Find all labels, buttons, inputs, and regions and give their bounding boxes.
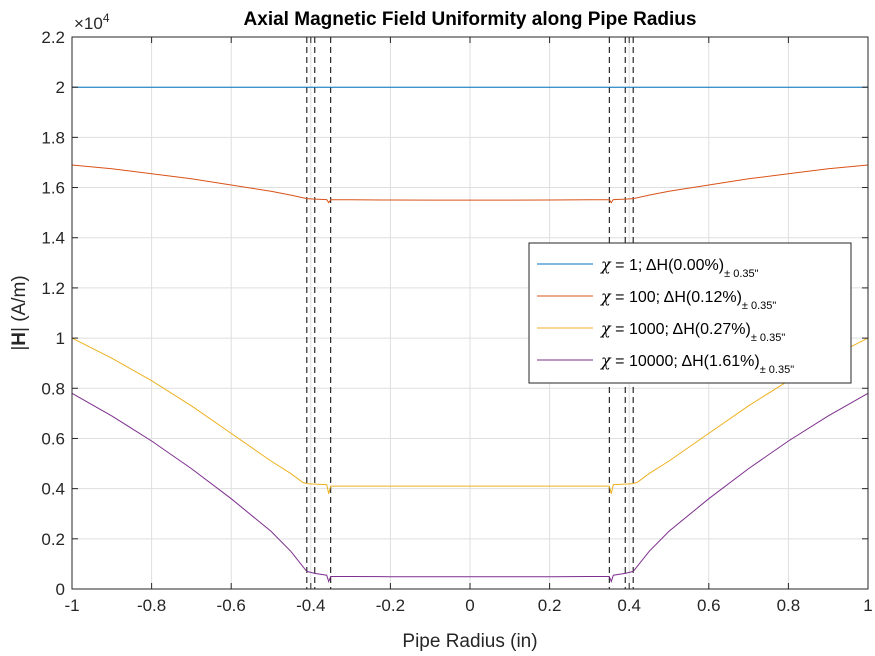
x-tick-label: 0.4 [617, 596, 641, 615]
y-tick-label: 0.4 [41, 480, 65, 499]
x-tick-label: 0.2 [538, 596, 562, 615]
chart-title: Axial Magnetic Field Uniformity along Pi… [244, 9, 697, 30]
x-tick-label: 0.8 [777, 596, 801, 615]
y-tick-label: 0.2 [41, 530, 65, 549]
x-tick-label: 0 [465, 596, 474, 615]
series-line [71, 392, 869, 583]
series-line [71, 337, 869, 494]
legend: χ = 1; ΔH(0.00%)± 0.35" χ = 100; ΔH(0.12%… [528, 242, 852, 384]
y-tick-label: 2 [56, 78, 65, 97]
x-axis-label: Pipe Radius (in) [402, 631, 537, 652]
y-tick-label: 0.6 [41, 429, 65, 448]
y-tick-labels: 0 0.2 0.4 0.6 0.8 1 1.2 1.4 1.6 1.8 2 2.2 [41, 28, 65, 599]
x-tick-label: -1 [64, 596, 79, 615]
y-tick-label: 1 [56, 329, 65, 348]
y-tick-label: 2.2 [41, 28, 65, 47]
y-tick-label: 1.2 [41, 279, 65, 298]
y-tick-label: 1.4 [41, 229, 65, 248]
x-tick-labels: -1 -0.8 -0.6 -0.4 -0.2 0 0.2 0.4 0.6 0.8 1 [64, 596, 872, 615]
y-tick-label: 1.8 [41, 128, 65, 147]
legend-entry: χ = 1000; ΔH(0.27%)± 0.35" [600, 319, 785, 344]
series-line [71, 164, 869, 204]
x-tick-label: -0.6 [217, 596, 246, 615]
x-tick-label: 1 [863, 596, 872, 615]
y-axis-label: |H| (A/m) [9, 275, 30, 350]
series-lines [71, 86, 869, 583]
y-tick-label: 0 [56, 580, 65, 599]
x-tick-label: -0.4 [296, 596, 325, 615]
x-tick-label: 0.6 [697, 596, 721, 615]
y-exponent-label: ×104 [74, 11, 110, 33]
y-exponent-power: 4 [103, 11, 110, 25]
ticks [71, 36, 869, 590]
legend-entry: χ = 10000; ΔH(1.61%)± 0.35" [600, 351, 794, 376]
x-tick-label: -0.8 [137, 596, 166, 615]
x-tick-label: -0.2 [376, 596, 405, 615]
y-tick-label: 1.6 [41, 179, 65, 198]
legend-entry: χ = 100; ΔH(0.12%)± 0.35" [600, 287, 776, 312]
legend-entry: χ = 1; ΔH(0.00%)± 0.35" [600, 255, 759, 280]
y-tick-label: 0.8 [41, 379, 65, 398]
